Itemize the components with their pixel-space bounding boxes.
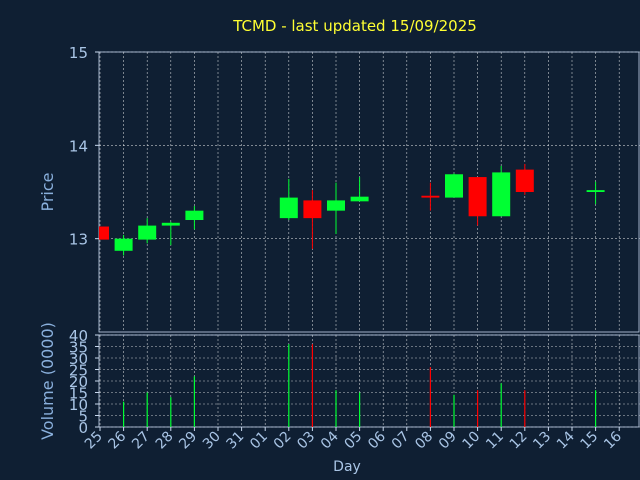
- candle-body: [586, 190, 605, 192]
- candle: [303, 190, 322, 249]
- candle-body: [350, 196, 369, 202]
- candle-body: [492, 172, 511, 217]
- candle-body: [99, 226, 109, 240]
- price-panel: 15 14 13: [69, 44, 640, 333]
- volume-tick-label: 35: [69, 339, 88, 357]
- candle: [185, 206, 204, 230]
- candle: [445, 173, 463, 198]
- price-tick-label: 13: [69, 231, 88, 249]
- candle-body: [138, 225, 157, 240]
- candle-body: [185, 210, 204, 220]
- candle-body: [421, 195, 440, 198]
- candle: [586, 181, 605, 205]
- candle: [421, 182, 440, 211]
- volume-tick-label: 25: [69, 362, 88, 380]
- candle: [327, 182, 345, 234]
- candle-body: [327, 200, 345, 211]
- candle: [279, 178, 298, 220]
- volume-tick-label: 15: [69, 385, 88, 403]
- volume-tick-label: 40: [69, 327, 88, 345]
- candle-body: [445, 174, 463, 198]
- volume-tick-label: 0: [78, 419, 88, 437]
- x-axis: 25 26 27 28 29 30 31 01 02 03 04 05 06 07 08 09 10 11 12 13…: [82, 427, 625, 452]
- x-axis-label: Day: [333, 459, 361, 475]
- candle: [161, 221, 180, 246]
- volume-tick-label: 10: [69, 396, 88, 414]
- candle: [468, 177, 487, 226]
- candle: [138, 218, 157, 244]
- volume-tick-label: 5: [78, 408, 88, 426]
- candle: [99, 226, 109, 240]
- volume-plot-frame: [98, 334, 640, 428]
- candle-body: [114, 238, 133, 251]
- price-tick-label: 15: [69, 44, 88, 62]
- price-plot-frame: [98, 51, 640, 333]
- candle: [350, 177, 369, 202]
- volume-tick-label: 30: [69, 350, 88, 368]
- candle: [515, 164, 534, 195]
- candle: [492, 165, 511, 217]
- candle-body: [468, 177, 487, 217]
- volume-axis-label: Volume (0000): [38, 322, 57, 440]
- candle-body: [161, 222, 180, 226]
- candle-body: [303, 200, 322, 219]
- candle: [114, 234, 133, 256]
- volume-tick-label: 20: [69, 373, 88, 391]
- price-axis-label: Price: [38, 172, 57, 211]
- candle-body: [279, 197, 298, 219]
- candle-body: [515, 169, 534, 192]
- chart-title: TCMD - last updated 15/09/2025: [232, 17, 477, 35]
- price-tick-label: 14: [69, 137, 88, 155]
